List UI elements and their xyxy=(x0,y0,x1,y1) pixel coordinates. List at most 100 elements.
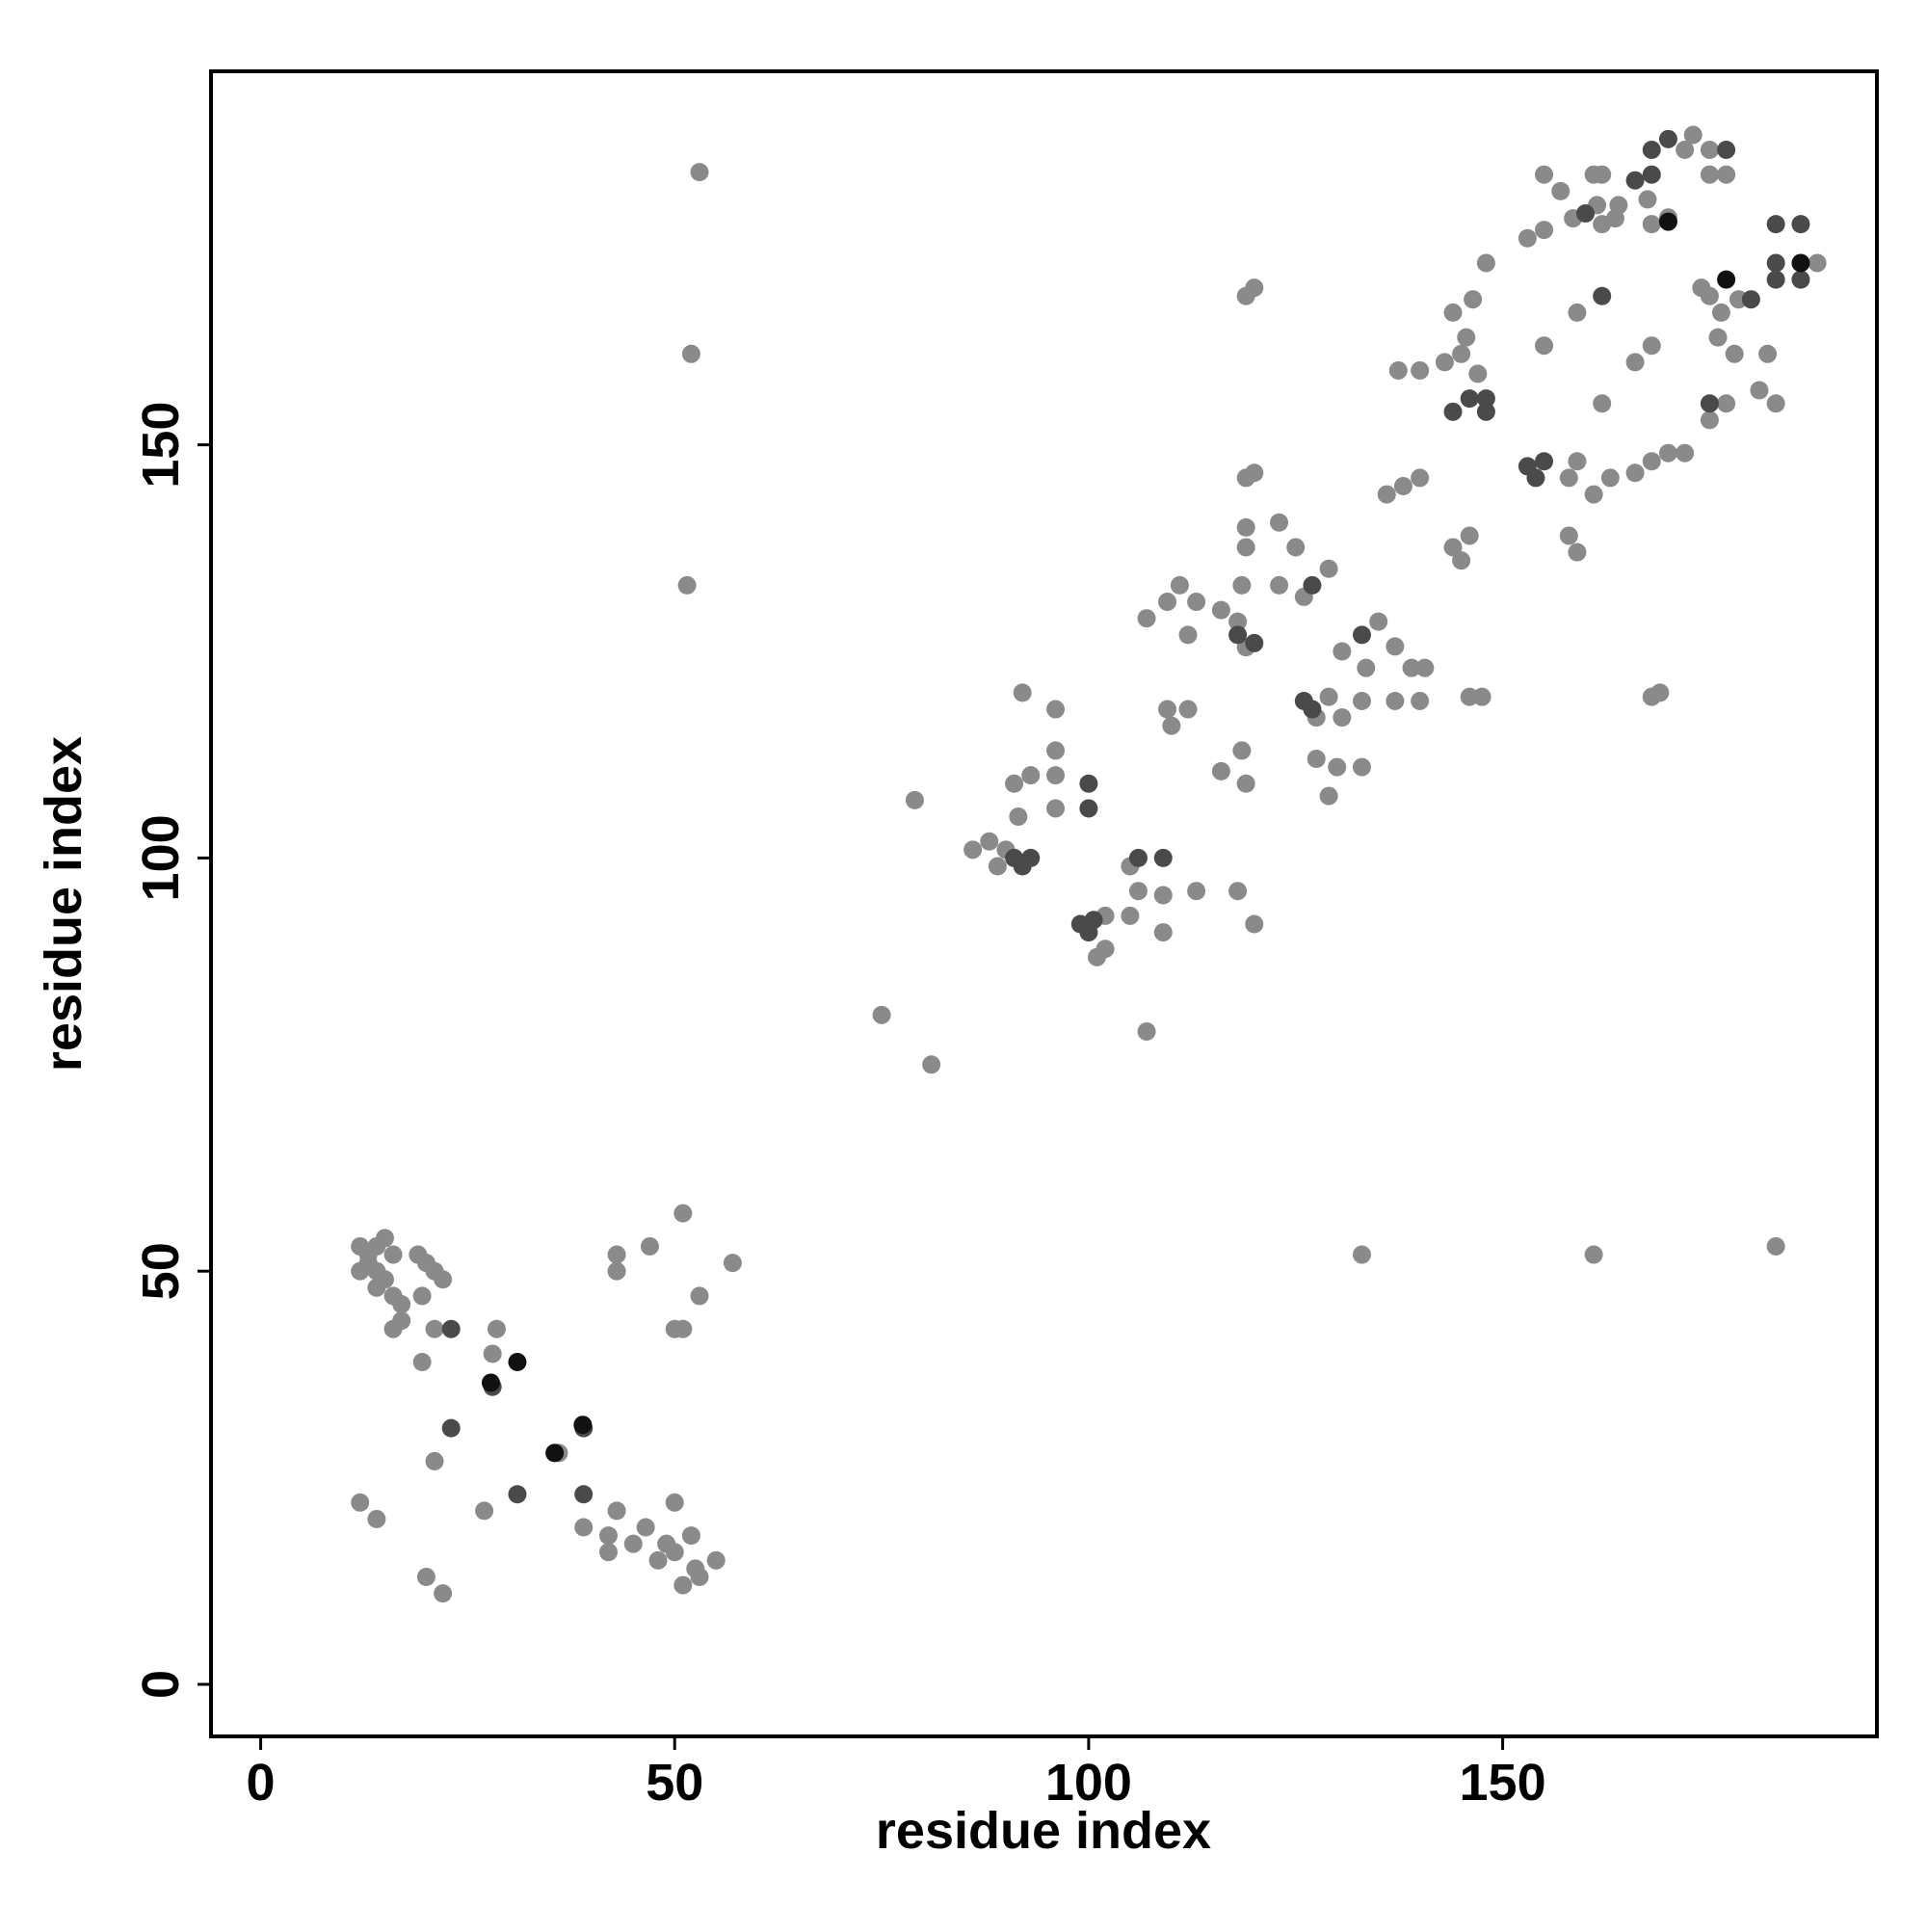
y-tick-label: 100 xyxy=(132,814,190,901)
point xyxy=(1357,658,1376,677)
point xyxy=(1535,165,1554,184)
point xyxy=(648,1550,668,1570)
point xyxy=(481,1373,500,1392)
point xyxy=(980,832,999,851)
point xyxy=(1766,394,1785,413)
x-axis-title: residue index xyxy=(876,1802,1211,1860)
point xyxy=(607,1501,626,1521)
point xyxy=(1128,848,1148,867)
point xyxy=(1158,700,1177,719)
point xyxy=(1711,303,1730,322)
point xyxy=(1013,683,1032,702)
point xyxy=(1236,774,1255,793)
point xyxy=(723,1254,742,1273)
point xyxy=(367,1278,386,1297)
point xyxy=(1153,923,1173,942)
point xyxy=(1245,914,1264,934)
point xyxy=(574,1518,594,1537)
point xyxy=(434,1584,453,1603)
point xyxy=(905,790,924,809)
point xyxy=(1303,700,1322,719)
point xyxy=(1236,517,1255,537)
point xyxy=(598,1543,618,1562)
point xyxy=(1638,190,1657,209)
point xyxy=(1642,215,1661,234)
point xyxy=(1766,215,1785,234)
point xyxy=(1457,328,1476,347)
point xyxy=(1170,575,1189,595)
point xyxy=(1333,642,1352,661)
point xyxy=(681,344,700,363)
point xyxy=(1700,286,1719,305)
point xyxy=(598,1526,618,1546)
point xyxy=(1158,593,1177,612)
point xyxy=(1460,526,1479,545)
point xyxy=(1766,253,1785,273)
point xyxy=(1658,443,1677,463)
point xyxy=(1676,443,1695,463)
point xyxy=(508,1485,527,1504)
point xyxy=(1600,468,1620,488)
point xyxy=(1046,700,1066,719)
point xyxy=(1658,212,1677,231)
point xyxy=(1559,468,1578,488)
point xyxy=(351,1493,370,1512)
point xyxy=(1472,687,1491,706)
point xyxy=(1791,253,1810,273)
point xyxy=(1377,485,1396,504)
point xyxy=(434,1270,453,1289)
point xyxy=(1307,749,1326,768)
point xyxy=(1650,683,1670,702)
point xyxy=(1584,485,1603,504)
point xyxy=(1468,364,1488,384)
point xyxy=(1717,270,1736,289)
point xyxy=(1393,476,1412,495)
point xyxy=(425,1319,444,1338)
point xyxy=(1211,761,1230,781)
point xyxy=(1476,253,1495,273)
point xyxy=(1676,140,1695,159)
point xyxy=(1658,129,1677,148)
point xyxy=(1443,402,1463,421)
point xyxy=(607,1245,626,1264)
y-tick-label: 150 xyxy=(132,402,190,489)
point xyxy=(1725,344,1744,363)
point xyxy=(1642,452,1661,471)
point xyxy=(636,1518,655,1537)
point xyxy=(1568,543,1587,562)
point xyxy=(1079,774,1098,793)
x-tick-label: 0 xyxy=(247,1754,276,1812)
point xyxy=(1700,394,1719,413)
point xyxy=(1187,593,1206,612)
point xyxy=(1625,463,1645,483)
point xyxy=(383,1319,403,1338)
plot-frame xyxy=(209,69,1879,1738)
point xyxy=(1153,886,1173,905)
point xyxy=(657,1534,676,1553)
point xyxy=(1584,1245,1603,1264)
point xyxy=(1228,625,1248,645)
point xyxy=(412,1286,432,1306)
point xyxy=(1087,947,1106,966)
point xyxy=(690,1286,709,1306)
point xyxy=(1700,140,1719,159)
point xyxy=(1137,1021,1156,1041)
point xyxy=(1700,410,1719,430)
point xyxy=(545,1443,565,1463)
point xyxy=(1415,658,1435,677)
point xyxy=(1162,716,1181,735)
point xyxy=(573,1416,593,1435)
y-axis-title: residue index xyxy=(35,736,92,1072)
point xyxy=(1452,551,1471,570)
point xyxy=(964,840,983,860)
point xyxy=(1128,882,1148,901)
point xyxy=(1476,402,1495,421)
point xyxy=(1232,575,1252,595)
point xyxy=(1228,612,1248,631)
point xyxy=(1328,757,1347,777)
point xyxy=(1476,389,1495,409)
point xyxy=(1535,221,1554,240)
point xyxy=(1717,165,1736,184)
point xyxy=(1526,468,1545,488)
point xyxy=(1568,452,1587,471)
